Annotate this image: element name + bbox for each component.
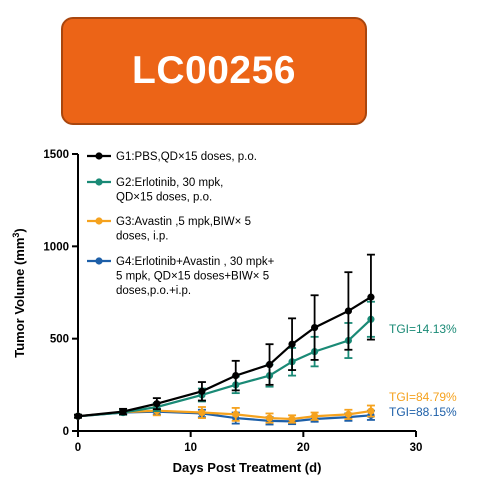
legend: G1:PBS,QD×15 doses, p.o. G2:Erlotinib, 30…	[87, 151, 275, 297]
legend-marker	[95, 152, 103, 160]
y-axis-title-sup: 3	[11, 233, 21, 238]
legend-item-3: G3:Avastin ,5 mpk,BIW× 5 doses, i.p.	[87, 216, 251, 243]
legend-label: doses,p.o.+i.p.	[116, 285, 191, 297]
data-point	[367, 407, 375, 415]
legend-item-4: G4:Erlotinib+Avastin , 30 mpk+ 5 mpk, QD×…	[87, 256, 275, 297]
data-point	[288, 415, 296, 423]
legend-item-1: G1:PBS,QD×15 doses, p.o.	[87, 151, 257, 163]
data-point	[198, 408, 206, 417]
title-banner: LC00256	[61, 17, 367, 125]
legend-label: G2:Erlotinib, 30 mpk,	[116, 177, 223, 189]
data-point	[74, 412, 82, 420]
series-line	[77, 318, 372, 418]
data-point	[367, 293, 375, 301]
legend-item-2: G2:Erlotinib, 30 mpk, QD×15 doses, p.o.	[87, 177, 223, 204]
y-tick-label: 500	[50, 334, 69, 346]
data-point	[311, 323, 319, 332]
axes	[77, 154, 416, 432]
y-tick-label: 0	[63, 426, 69, 438]
tgi-annotation: TGI=88.15%	[389, 405, 457, 419]
legend-label: G1:PBS,QD×15 doses, p.o.	[116, 151, 257, 163]
plot-area	[74, 253, 375, 426]
legend-label: 5 mpk, QD×15 doses+BIW× 5	[116, 271, 269, 283]
data-point	[232, 372, 240, 380]
data-point	[153, 400, 161, 408]
legend-marker	[95, 178, 103, 186]
y-axis-title-main: Tumor Volume (mm	[12, 238, 27, 358]
legend-label: doses, i.p.	[116, 231, 168, 243]
legend-marker	[95, 217, 103, 225]
legend-label: QD×15 doses, p.o.	[116, 192, 212, 204]
data-point	[344, 307, 352, 315]
y-axis-title: Tumor Volume (mm3)	[11, 228, 27, 358]
tgi-annotation: TGI=14.13%	[389, 322, 457, 336]
series-line	[77, 296, 372, 418]
x-tick-label: 30	[410, 442, 423, 454]
x-axis-title: Days Post Treatment (d)	[173, 460, 322, 475]
y-tick-label: 1000	[43, 241, 69, 253]
y-tick-label: 1500	[43, 149, 69, 161]
data-point	[288, 340, 296, 348]
y-axis-title-close: )	[12, 228, 27, 232]
ticks: 0 500 1000 1500 0 10 20 30	[43, 149, 422, 454]
legend-marker	[95, 257, 103, 265]
series-line	[77, 409, 372, 421]
x-tick-label: 0	[75, 442, 81, 454]
tgi-annotation: TGI=84.79%	[389, 390, 457, 404]
data-point	[311, 412, 319, 420]
data-point	[344, 410, 352, 418]
legend-label: G4:Erlotinib+Avastin , 30 mpk+	[116, 256, 275, 268]
data-point	[232, 410, 240, 418]
series-1	[74, 253, 375, 420]
data-point	[119, 408, 127, 416]
x-tick-label: 20	[297, 442, 310, 454]
annotations: TGI=14.13% TGI=84.79%TGI=88.15%	[389, 322, 457, 419]
x-tick-label: 10	[184, 442, 197, 454]
data-point	[265, 360, 274, 369]
data-point	[198, 387, 206, 395]
banner-title: LC00256	[132, 49, 296, 92]
legend-label: G3:Avastin ,5 mpk,BIW× 5	[116, 216, 251, 228]
data-point	[265, 414, 274, 422]
